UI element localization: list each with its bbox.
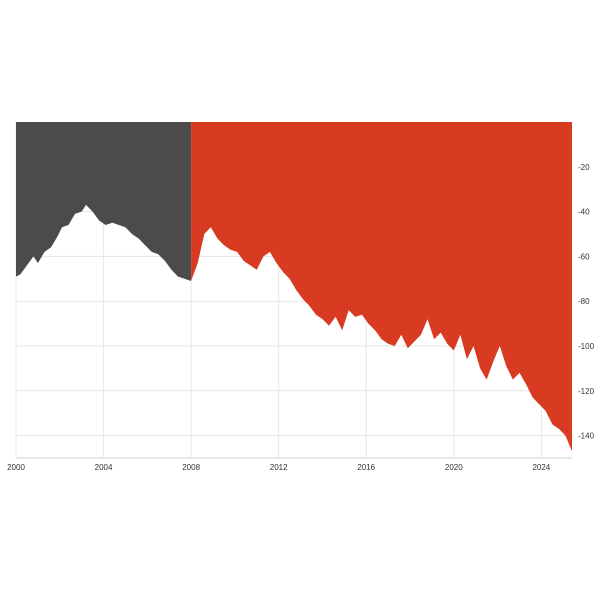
series-area-1 bbox=[191, 122, 572, 452]
series-areas bbox=[16, 122, 572, 452]
y-tick-label: -100 bbox=[578, 342, 595, 351]
y-axis-ticks: -20 -40 -60 -80 -100 -120 -140 bbox=[578, 163, 595, 441]
y-tick-label: -120 bbox=[578, 387, 595, 396]
y-tick-label: -20 bbox=[578, 163, 590, 172]
x-tick-label: 2024 bbox=[532, 463, 550, 472]
x-tick-label: 2008 bbox=[182, 463, 200, 472]
x-tick-label: 2012 bbox=[270, 463, 288, 472]
x-tick-label: 2020 bbox=[445, 463, 463, 472]
series-area-0 bbox=[16, 122, 192, 281]
y-tick-label: -140 bbox=[578, 432, 595, 441]
y-tick-label: -40 bbox=[578, 208, 590, 217]
x-tick-label: 2016 bbox=[357, 463, 375, 472]
x-tick-label: 2004 bbox=[95, 463, 113, 472]
x-tick-label: 2000 bbox=[7, 463, 25, 472]
x-axis-ticks: 2000 2004 2008 2012 2016 2020 2024 bbox=[7, 463, 551, 472]
y-tick-label: -60 bbox=[578, 252, 590, 261]
y-tick-label: -80 bbox=[578, 297, 590, 306]
